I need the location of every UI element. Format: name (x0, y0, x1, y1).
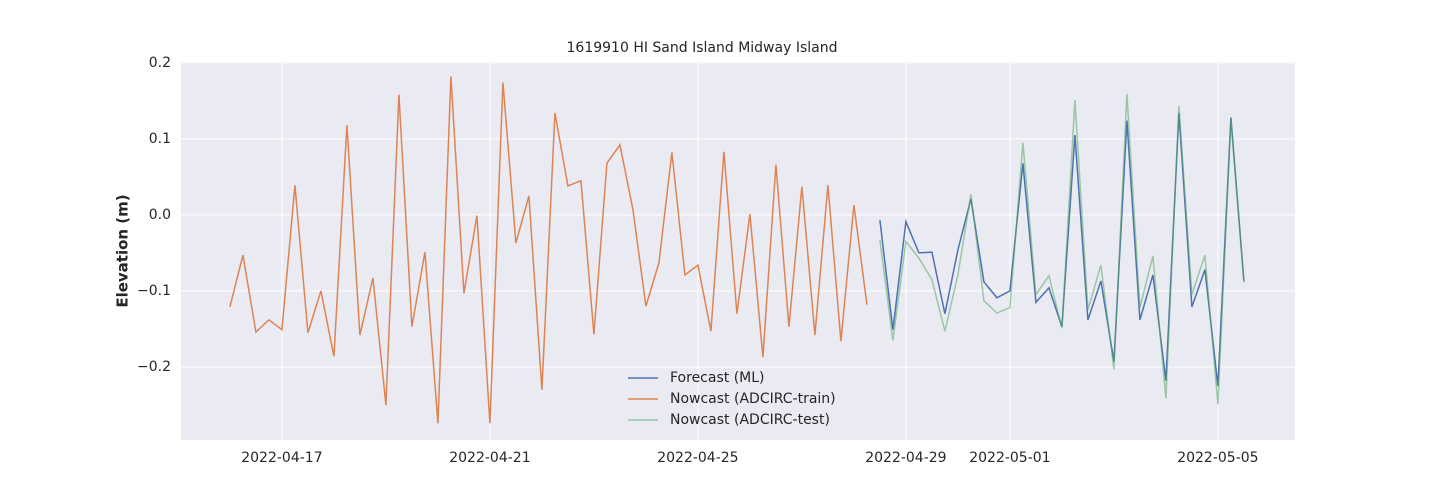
chart-title: 1619910 HI Sand Island Midway Island (567, 40, 838, 56)
y-tick-label: −0.2 (137, 359, 171, 375)
y-tick-label: 0.2 (149, 55, 171, 71)
series-line (879, 93, 1245, 405)
x-tick-label: 2022-04-17 (241, 450, 322, 466)
legend-label: Nowcast (ADCIRC-train) (670, 391, 836, 407)
x-tick-label: 2022-04-21 (449, 450, 530, 466)
y-tick-label: 0.1 (149, 131, 171, 147)
y-tick-label: 0.0 (149, 207, 171, 223)
series-line (229, 76, 868, 424)
x-tick-label: 2022-04-29 (865, 450, 946, 466)
legend-label: Forecast (ML) (670, 370, 765, 386)
x-tick-label: 2022-05-05 (1177, 450, 1258, 466)
x-tick-label: 2022-04-25 (657, 450, 738, 466)
plot-area (181, 62, 1295, 440)
x-tick-label: 2022-05-01 (969, 450, 1050, 466)
y-tick-label: −0.1 (137, 283, 171, 299)
y-axis-label: Elevation (m) (114, 194, 132, 307)
legend-label: Nowcast (ADCIRC-test) (670, 412, 830, 428)
